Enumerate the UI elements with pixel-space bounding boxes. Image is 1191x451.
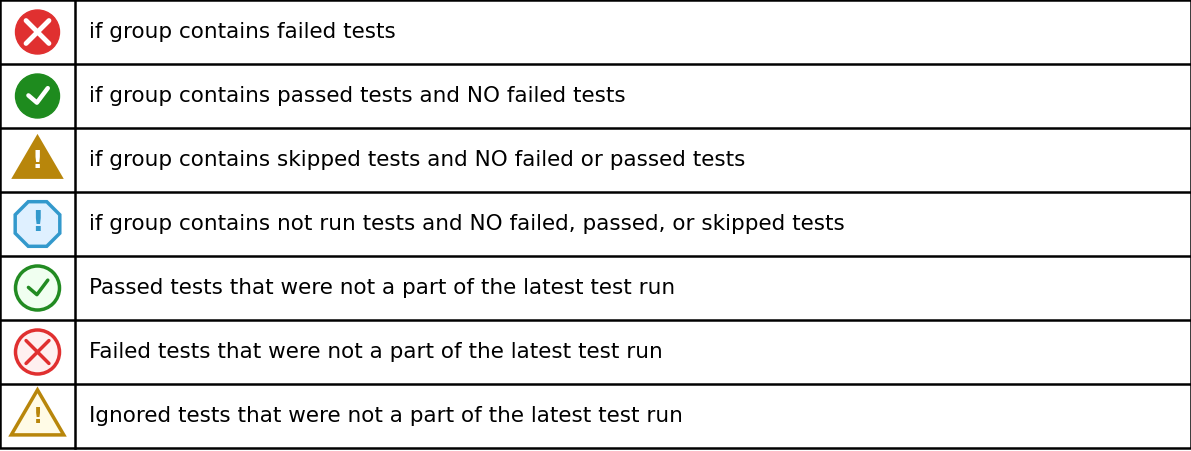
- Text: if group contains failed tests: if group contains failed tests: [89, 22, 395, 42]
- Circle shape: [15, 74, 60, 118]
- Text: Failed tests that were not a part of the latest test run: Failed tests that were not a part of the…: [89, 342, 662, 362]
- Text: Ignored tests that were not a part of the latest test run: Ignored tests that were not a part of th…: [89, 406, 682, 426]
- Text: if group contains passed tests and NO failed tests: if group contains passed tests and NO fa…: [89, 86, 625, 106]
- Text: !: !: [32, 407, 43, 427]
- Text: if group contains not run tests and NO failed, passed, or skipped tests: if group contains not run tests and NO f…: [89, 214, 844, 234]
- Text: !: !: [32, 149, 43, 173]
- Text: if group contains skipped tests and NO failed or passed tests: if group contains skipped tests and NO f…: [89, 150, 746, 170]
- Polygon shape: [15, 202, 60, 246]
- Polygon shape: [11, 390, 64, 435]
- Text: !: !: [31, 209, 44, 237]
- Circle shape: [15, 330, 60, 374]
- Polygon shape: [11, 134, 64, 179]
- Text: Passed tests that were not a part of the latest test run: Passed tests that were not a part of the…: [89, 278, 675, 298]
- Circle shape: [15, 266, 60, 310]
- Circle shape: [15, 10, 60, 54]
